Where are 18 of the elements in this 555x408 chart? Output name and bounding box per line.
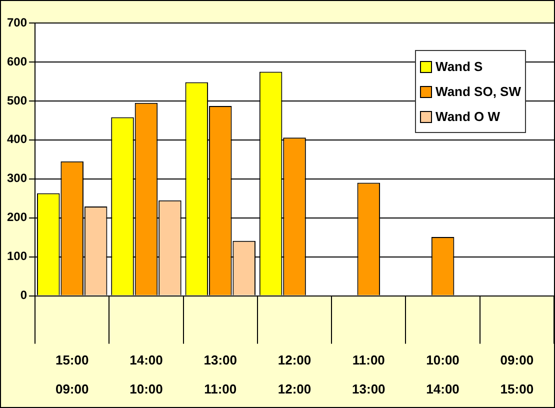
x-tick-label: 14:00 10:00 (130, 352, 163, 396)
y-tick-label: 0 (20, 288, 28, 302)
x-tick-label: 12:00 12:00 (278, 352, 312, 396)
x-tick-label: 11:00 13:00 (352, 352, 386, 396)
x-tick-label: 13:00 11:00 (204, 352, 237, 396)
y-tick-label: 200 (6, 210, 28, 224)
y-tick-label: 700 (6, 15, 28, 30)
y-tick-label: 500 (6, 93, 28, 108)
y-tick-label: 400 (6, 132, 28, 146)
legend-label: Wand SO, SW (434, 83, 521, 101)
x-tick-label: 15:00 09:00 (55, 352, 89, 396)
legend-label: Wand O W (434, 108, 502, 126)
y-tick-label: 100 (6, 249, 28, 264)
legend-label: Wand S (434, 58, 484, 76)
x-tick-label: 09:00 15:00 (500, 352, 534, 396)
x-tick-label: 10:00 14:00 (426, 352, 460, 396)
y-tick-label: 600 (6, 54, 28, 68)
y-tick-label: 300 (6, 171, 28, 186)
